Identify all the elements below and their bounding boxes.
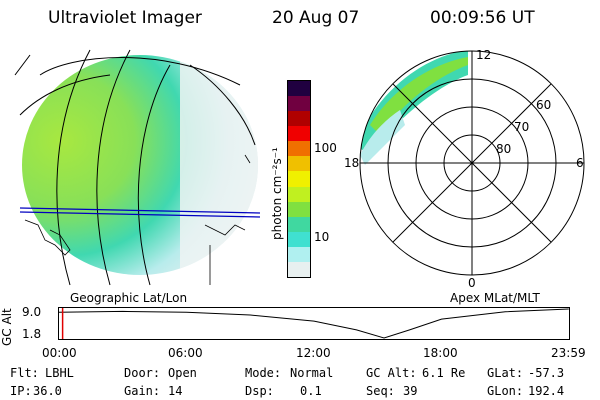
lat-label-80: 80 [496,142,511,156]
mlt-label-right: 6 [576,156,584,170]
altitude-plot [58,307,570,340]
status-gcalt-value: 6.1 Re [422,366,466,380]
geographic-image [14,49,261,286]
status-glat-value: -57.3 [528,366,565,380]
colorbar-segment [288,96,310,112]
status-seq-value: 39 [403,384,418,398]
time-label: 00:09:56 UT [430,8,535,28]
status-door-value: Open [168,366,197,380]
graticule [19,49,256,286]
status-dsp-value: 0.1 [300,384,322,398]
colorbar-segment [288,156,310,172]
colorbar-segment [288,201,310,217]
status-mode-value: Normal [290,366,334,380]
altitude-xtick-3: 18:00 [423,346,458,360]
status-gain-value: 14 [168,384,183,398]
lat-label-70: 70 [514,120,529,134]
mlt-label-top: 12 [476,48,491,62]
colorbar-tick-10: 10 [314,230,330,244]
colorbar-unit-label: photon cm⁻²s⁻¹ [270,147,284,240]
colorbar [287,80,311,278]
colorbar-segment [288,216,310,232]
altitude-ylabel: GC Alt [0,308,14,346]
status-gcalt-key: GC Alt: [366,366,417,380]
mlt-label-bottom: 0 [468,276,476,290]
colorbar-segment [288,126,310,142]
altitude-ytick-bottom: 1.8 [22,327,42,341]
altitude-xtick-2: 12:00 [296,346,331,360]
colorbar-segment [288,141,310,157]
instrument-title: Ultraviolet Imager [48,8,202,28]
terminator-line [19,207,261,214]
status-glon-key: GLon: [487,384,524,398]
status-seq-key: Seq: [366,384,395,398]
status-flt-key: Flt: [10,366,39,380]
colorbar-segment [288,246,310,262]
polar-plot: 12 0 18 6 60 70 80 [344,48,585,290]
altitude-plot-frame [58,307,570,340]
mlt-label-left: 18 [344,156,359,170]
colorbar-segment [288,80,310,97]
status-dsp-key: Dsp: [245,384,274,398]
status-glat-key: GLat: [487,366,524,380]
lat-label-60: 60 [536,98,551,112]
status-glon-value: 192.4 [528,384,565,398]
colorbar-segment [288,111,310,127]
altitude-xtick-1: 06:00 [168,346,203,360]
right-panel-caption: Apex MLat/MLT [450,291,540,305]
status-door-key: Door: [124,366,161,380]
altitude-ytick-top: 9.0 [22,305,42,319]
left-panel-caption: Geographic Lat/Lon [70,291,188,305]
status-mode-key: Mode: [245,366,282,380]
colorbar-segment [288,186,310,202]
status-ip-key: IP: [10,384,32,398]
coastline [24,154,251,285]
colorbar-segment [288,171,310,187]
status-flt-value: LBHL [45,366,74,380]
colorbar-tick-100: 100 [314,141,337,155]
altitude-xtick-4: 23:59 [551,346,586,360]
status-ip-value: 36.0 [33,384,62,398]
status-gain-key: Gain: [124,384,161,398]
colorbar-segment [288,231,310,247]
polar-grid [359,50,585,276]
date-label: 20 Aug 07 [272,8,360,28]
altitude-curve [58,308,569,339]
altitude-xtick-0: 00:00 [42,346,77,360]
colorbar-segment [288,261,310,277]
